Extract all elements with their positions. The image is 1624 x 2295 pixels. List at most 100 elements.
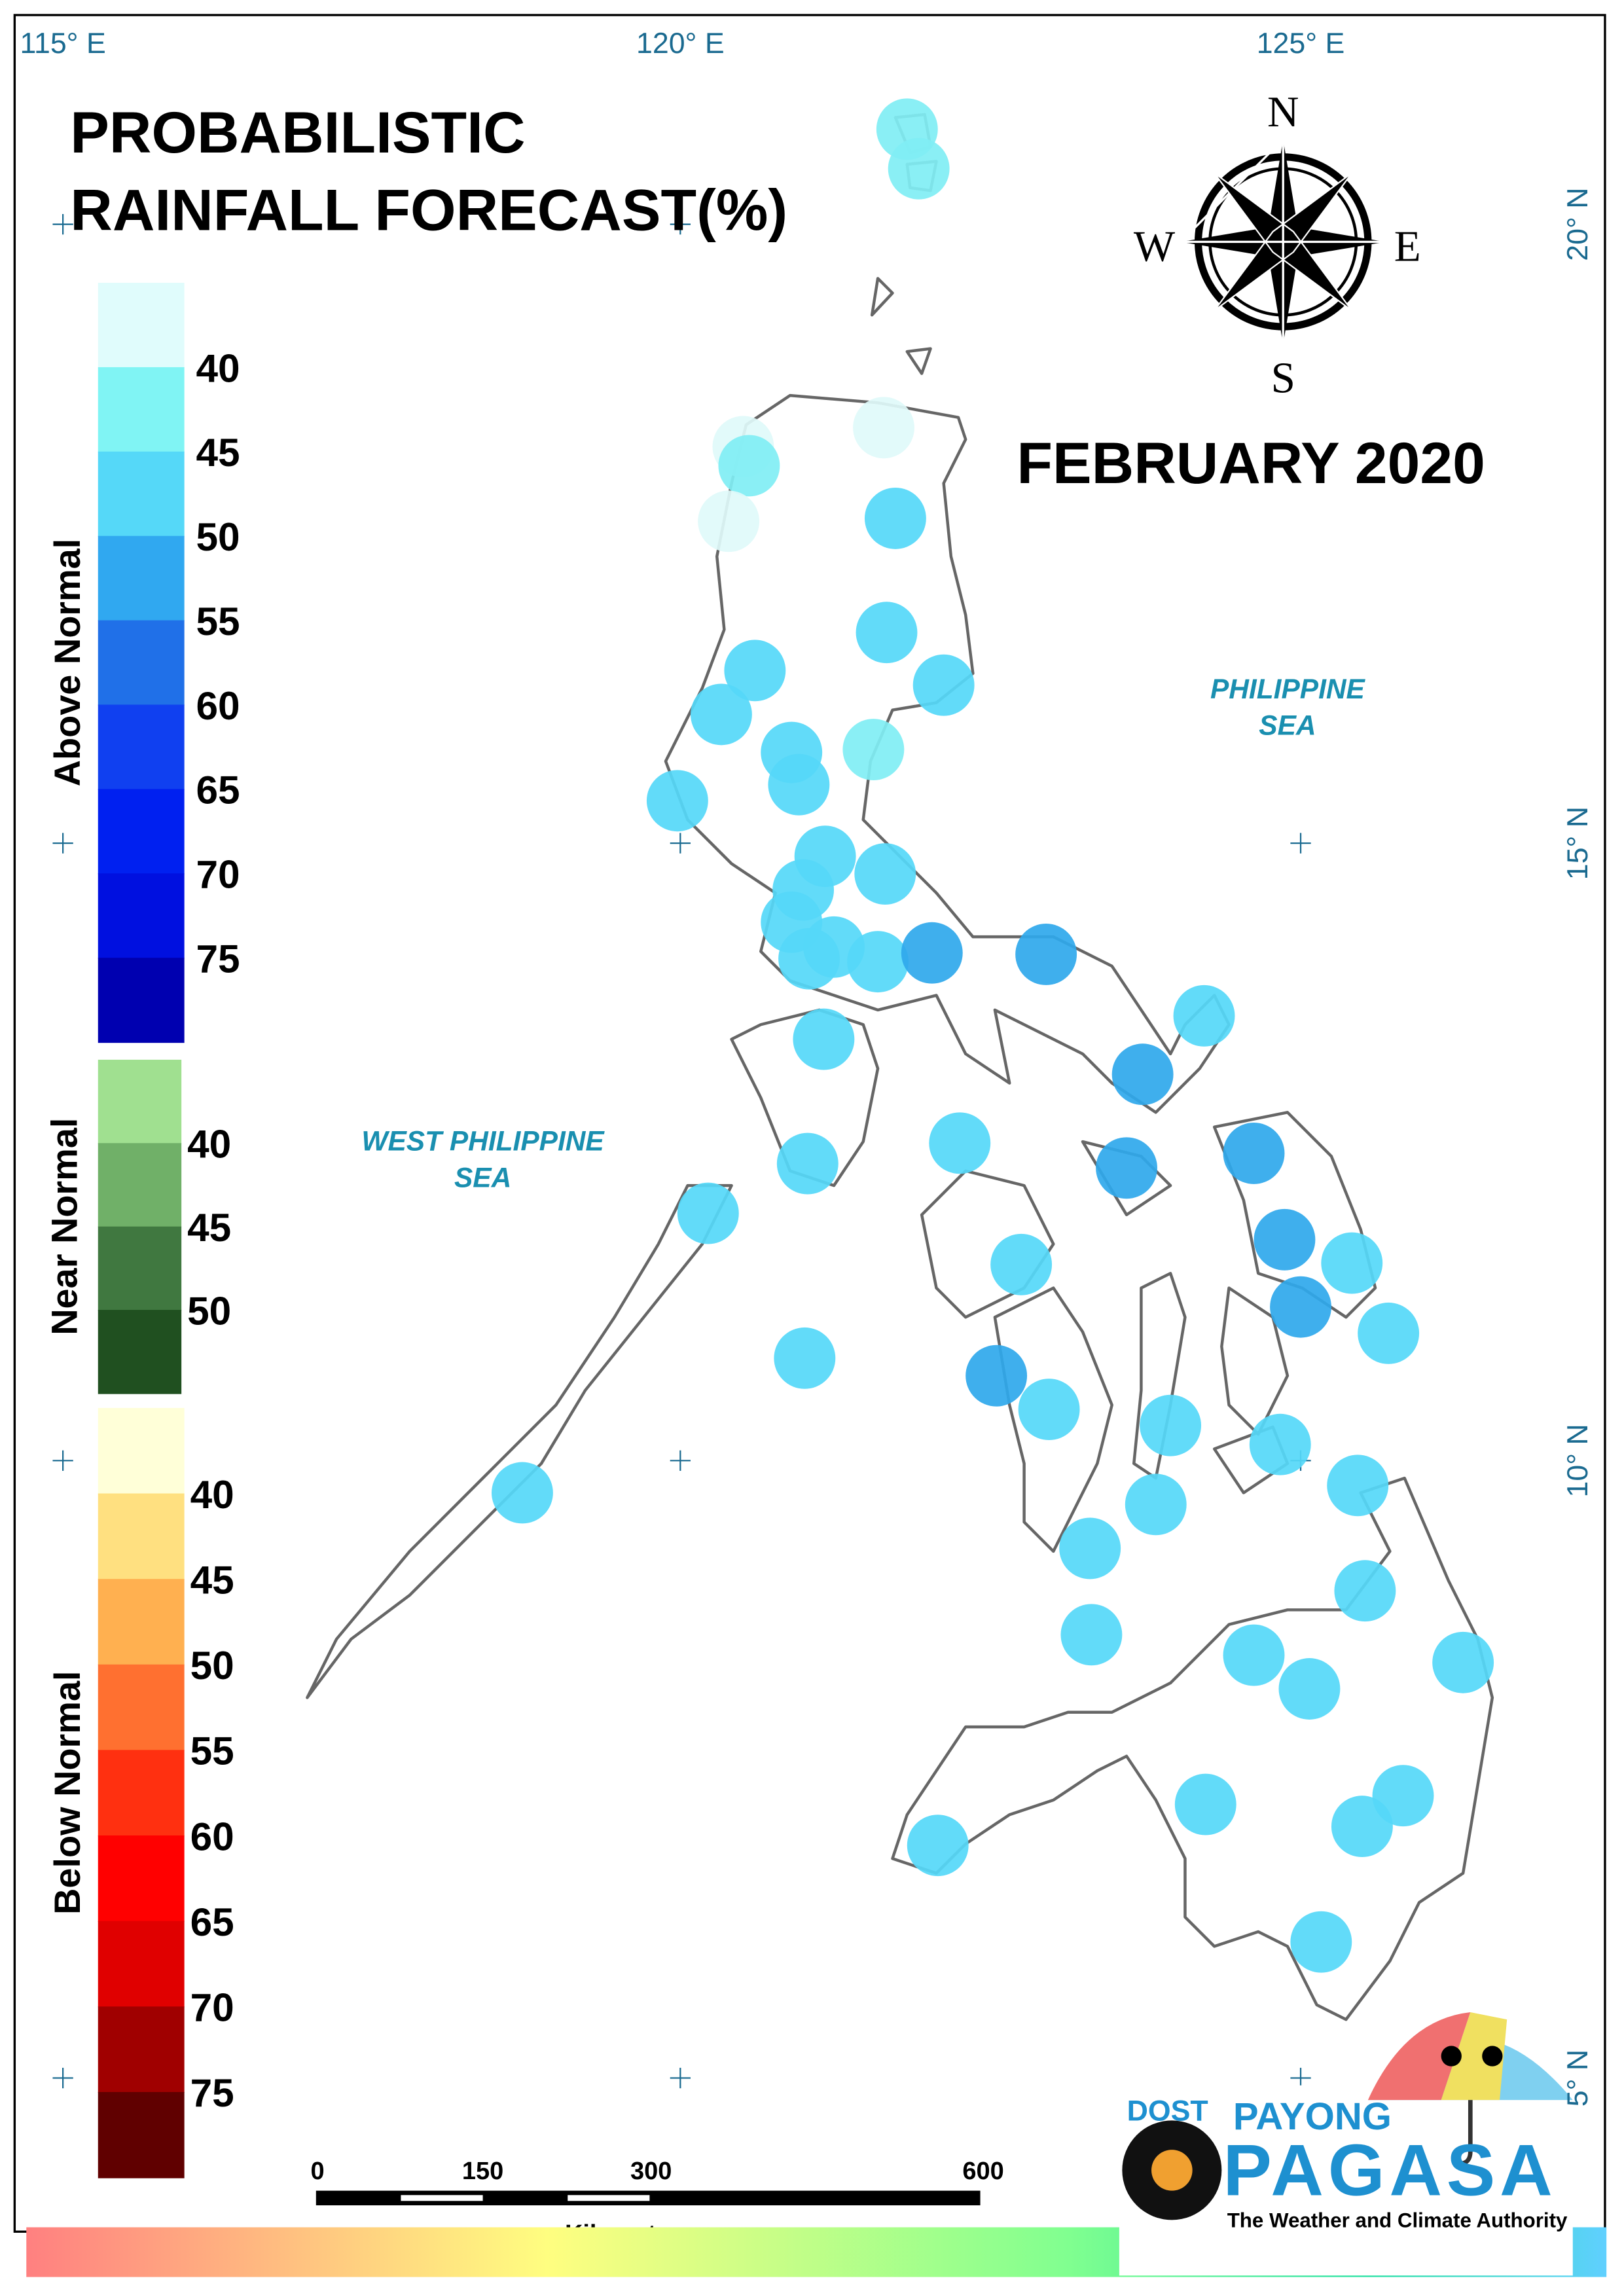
- legend-label: 50: [196, 515, 240, 559]
- station: [842, 719, 905, 780]
- station: [1254, 1208, 1316, 1271]
- legend-label: 40: [196, 346, 240, 390]
- legend-swatch: [98, 1579, 185, 1665]
- logo-dost: DOST: [1127, 2095, 1208, 2127]
- station: [778, 928, 840, 990]
- station: [847, 931, 909, 993]
- legend-title: Near Normal: [44, 1118, 85, 1335]
- legend-swatch: [98, 1493, 185, 1580]
- longitude-label: 115° E: [20, 27, 105, 60]
- station: [1327, 1455, 1389, 1517]
- legend-label: 70: [196, 852, 240, 897]
- legend-swatch: [98, 2006, 185, 2093]
- legend-swatch: [98, 1921, 185, 2008]
- station: [1015, 924, 1077, 985]
- station: [1111, 1043, 1174, 1106]
- station: [1270, 1276, 1331, 1338]
- station: [646, 770, 708, 832]
- legend-label: 75: [196, 937, 240, 981]
- station: [1223, 1624, 1285, 1686]
- station: [1331, 1796, 1393, 1858]
- legend-swatch: [98, 958, 185, 1043]
- station: [864, 487, 926, 549]
- latitude-label: 5° N: [1562, 2050, 1594, 2106]
- station: [677, 1182, 739, 1244]
- station: [1249, 1413, 1311, 1475]
- legend-swatch: [98, 2091, 185, 2178]
- station: [856, 602, 918, 664]
- station: [718, 435, 780, 497]
- legend-swatch: [98, 451, 185, 537]
- legend-label: 40: [190, 1472, 234, 1517]
- scale-label: 0: [310, 2158, 324, 2185]
- legend-swatch: [98, 620, 185, 706]
- legend-title: Above Normal: [46, 539, 88, 787]
- legend-label: 40: [187, 1122, 231, 1166]
- coastlines: [306, 113, 1494, 2021]
- legend-label: 45: [196, 430, 240, 475]
- station: [1321, 1232, 1383, 1294]
- longitude-label: 125° E: [1257, 27, 1345, 60]
- legend-label: 50: [187, 1288, 231, 1333]
- legend-swatch: [98, 1059, 182, 1144]
- legend-swatch: [98, 1310, 182, 1394]
- station: [929, 1112, 991, 1174]
- legend-label: 65: [190, 1900, 234, 1944]
- title-line: PROBABILISTIC: [70, 99, 525, 165]
- legend-swatch: [98, 789, 185, 875]
- scale-label: 150: [462, 2158, 503, 2185]
- legend-swatch: [98, 1750, 185, 1837]
- legend-swatch: [98, 367, 185, 452]
- legend-swatch: [98, 1143, 182, 1227]
- legend-label: 75: [190, 2070, 234, 2115]
- station: [888, 137, 950, 200]
- station: [724, 640, 786, 702]
- logo-tagline: The Weather and Climate Authority: [1227, 2209, 1568, 2232]
- station: [774, 1327, 836, 1389]
- station: [1018, 1379, 1080, 1441]
- station: [1125, 1473, 1187, 1536]
- station: [912, 654, 975, 716]
- logo-pagasa: PAGASA: [1223, 2129, 1557, 2211]
- station: [990, 1233, 1053, 1295]
- logo-payong: PAYONG: [1233, 2095, 1392, 2138]
- legend: 40 45 50 55 60 65 70 75 Above Normal 40 45 50 Near N…: [44, 283, 240, 2178]
- sea-label: SEA: [1259, 710, 1316, 741]
- legend-swatch: [98, 535, 185, 621]
- compass-s: S: [1271, 353, 1295, 403]
- station: [1290, 1911, 1352, 1973]
- legend-swatch: [98, 1407, 185, 1494]
- compass-e: E: [1394, 222, 1421, 271]
- scale-label: 300: [630, 2158, 672, 2185]
- legend-label: 45: [187, 1205, 231, 1250]
- station: [901, 922, 963, 984]
- legend-label: 45: [190, 1557, 234, 1602]
- legend-swatch: [98, 1226, 182, 1311]
- station: [776, 1132, 839, 1195]
- legend-label: 60: [196, 683, 240, 728]
- compass: N E S W: [1134, 87, 1421, 403]
- legend-label: 65: [196, 768, 240, 812]
- station: [1334, 1560, 1396, 1622]
- station: [1140, 1394, 1202, 1456]
- legend-label: 50: [190, 1643, 234, 1688]
- station: [492, 1462, 553, 1524]
- station: [907, 1815, 969, 1877]
- logo: DOST PAYONG PAGASA The Weather and Clima…: [1119, 2012, 1573, 2276]
- compass-w: W: [1134, 222, 1176, 271]
- station: [1096, 1137, 1157, 1199]
- station: [965, 1345, 1028, 1407]
- legend-label: 55: [190, 1729, 234, 1773]
- sea-label: WEST PHILIPPINE: [361, 1125, 605, 1156]
- station: [690, 683, 752, 746]
- legend-swatch: [98, 1835, 185, 1922]
- frame: [13, 14, 1606, 2233]
- compass-n: N: [1267, 87, 1299, 136]
- legend-swatch: [98, 1664, 185, 1751]
- sea-label: PHILIPPINE: [1210, 674, 1366, 704]
- legend-label: 60: [190, 1814, 234, 1858]
- station: [1223, 1123, 1285, 1184]
- station: [1173, 985, 1235, 1047]
